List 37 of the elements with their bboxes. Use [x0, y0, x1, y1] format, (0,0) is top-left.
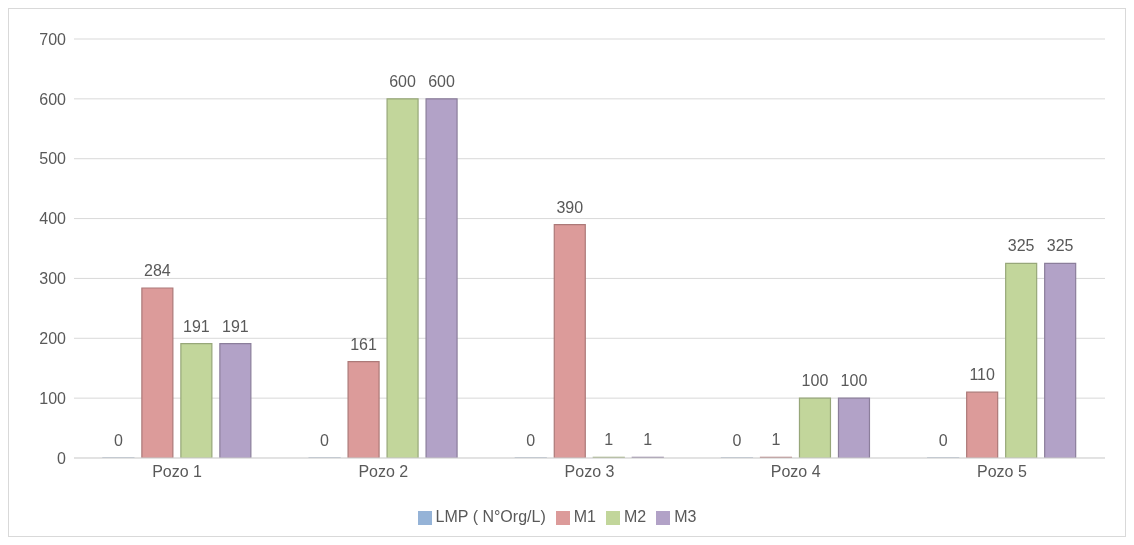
data-label: 110	[969, 366, 996, 384]
data-label: 100	[801, 372, 829, 390]
y-tick-label: 100	[39, 389, 67, 407]
legend-label: M3	[674, 508, 697, 525]
y-tick-label: 400	[39, 210, 67, 228]
data-label: 325	[1007, 237, 1035, 255]
y-tick-label: 200	[39, 329, 67, 347]
data-label: 0	[526, 431, 536, 449]
y-tick-label: 600	[39, 90, 67, 108]
data-label: 0	[320, 431, 330, 449]
x-tick-label: Pozo 2	[358, 463, 409, 481]
data-label: 1	[771, 431, 781, 449]
y-tick-label: 700	[39, 30, 67, 48]
data-label: 600	[389, 72, 417, 90]
data-label: 325	[1046, 237, 1074, 255]
data-label: 1	[643, 431, 653, 449]
data-label: 0	[938, 431, 948, 449]
legend-label: LMP ( N°Org/L)	[435, 508, 546, 525]
y-tick-label: 0	[57, 449, 67, 467]
x-tick-label: Pozo 4	[770, 463, 821, 481]
data-label: 284	[144, 262, 171, 280]
x-tick-label: Pozo 1	[152, 463, 203, 481]
data-label: 0	[732, 431, 742, 449]
data-label: 161	[350, 335, 378, 353]
legend-label: M1	[573, 508, 596, 525]
x-tick-label: Pozo 5	[976, 463, 1027, 481]
data-label: 191	[222, 317, 249, 335]
data-label: 1	[604, 431, 614, 449]
legend-label: M2	[623, 508, 647, 525]
data-label: 390	[556, 198, 584, 216]
data-label: 0	[113, 431, 123, 449]
data-label: 191	[183, 317, 210, 335]
data-label: 100	[840, 372, 868, 390]
y-tick-label: 300	[39, 270, 67, 288]
y-tick-label: 500	[39, 150, 67, 168]
data-label: 600	[428, 72, 456, 90]
x-tick-label: Pozo 3	[564, 463, 615, 481]
